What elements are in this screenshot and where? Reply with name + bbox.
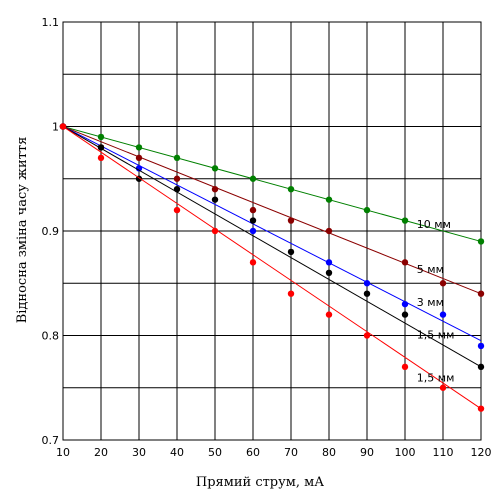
data-point	[97, 133, 105, 141]
data-point	[135, 165, 143, 172]
data-point	[477, 405, 485, 412]
series-line	[62, 126, 482, 342]
x-tick-label: 20	[94, 446, 108, 459]
data-point	[325, 196, 333, 203]
data-point	[401, 363, 409, 371]
x-tick-label: 60	[246, 446, 260, 459]
data-point	[401, 259, 409, 266]
series-label: 5 мм	[417, 263, 444, 276]
x-tick-label: 110	[433, 446, 454, 459]
data-point	[287, 186, 295, 193]
data-point	[211, 227, 219, 235]
data-point	[287, 248, 295, 256]
y-axis-label: Відносна зміна часу життя	[15, 137, 30, 324]
series-label: 1,5 мм	[417, 329, 455, 342]
data-point	[439, 384, 447, 391]
data-point	[325, 311, 333, 318]
data-point	[325, 259, 333, 266]
y-tick-label: 0.7	[42, 434, 60, 447]
data-point	[477, 363, 485, 371]
y-tick-label: 0.9	[42, 225, 60, 238]
data-point	[477, 290, 485, 297]
data-point	[97, 144, 105, 151]
data-point	[401, 311, 409, 318]
x-tick-label: 10	[56, 446, 70, 459]
data-point	[325, 269, 333, 276]
data-point	[211, 196, 219, 203]
data-point	[249, 217, 257, 224]
data-point	[59, 123, 67, 130]
data-point	[173, 186, 181, 193]
data-point	[249, 227, 257, 235]
data-point	[249, 259, 257, 266]
series-label: 3 мм	[417, 296, 444, 309]
x-tick-label: 100	[395, 446, 416, 459]
x-tick-label: 30	[132, 446, 146, 459]
series-labels: 10 мм 5 мм 3 мм 1,5 мм 1,5 мм	[417, 218, 455, 385]
x-tick-label: 90	[360, 446, 374, 459]
data-point	[287, 290, 295, 297]
series-5	[59, 123, 485, 412]
series-line	[62, 126, 482, 410]
x-axis-label: Прямий струм, мА	[196, 475, 324, 490]
data-point	[439, 280, 447, 287]
series-label: 1,5 мм	[417, 371, 455, 384]
y-tick-label: 1	[52, 121, 59, 134]
data-point	[287, 217, 295, 224]
data-point	[363, 290, 371, 297]
data-point	[477, 238, 485, 245]
x-tick-label: 80	[322, 446, 336, 459]
data-point	[211, 186, 219, 193]
series-line	[62, 126, 482, 368]
x-axis-ticks: 10 20 30 40 50 60 70 80 90 100 110 120	[56, 446, 492, 459]
data-point	[135, 154, 143, 162]
data-point	[363, 280, 371, 287]
data-point	[173, 154, 181, 162]
x-tick-label: 40	[170, 446, 184, 459]
data-point	[249, 175, 257, 182]
x-tick-label: 50	[208, 446, 222, 459]
data-point	[363, 206, 371, 214]
x-tick-label: 120	[471, 446, 492, 459]
data-point	[249, 206, 257, 214]
y-tick-label: 0.8	[42, 330, 60, 343]
plot-area	[62, 21, 482, 441]
y-tick-label: 1.1	[42, 16, 60, 29]
data-point	[401, 300, 409, 308]
series-3	[59, 123, 485, 350]
y-axis-ticks: 0.7 0.8 0.9 1 1.1	[42, 16, 60, 447]
series-layer	[59, 123, 485, 412]
data-point	[211, 165, 219, 172]
series-label: 10 мм	[417, 218, 451, 231]
data-point	[401, 217, 409, 224]
data-point	[325, 227, 333, 235]
x-tick-label: 70	[284, 446, 298, 459]
data-point	[135, 144, 143, 151]
data-point	[97, 154, 105, 162]
data-point	[363, 332, 371, 339]
series-line	[62, 126, 482, 295]
data-point	[439, 311, 447, 318]
series-line	[62, 126, 482, 242]
data-point	[173, 206, 181, 214]
data-point	[173, 175, 181, 182]
data-point	[477, 342, 485, 350]
